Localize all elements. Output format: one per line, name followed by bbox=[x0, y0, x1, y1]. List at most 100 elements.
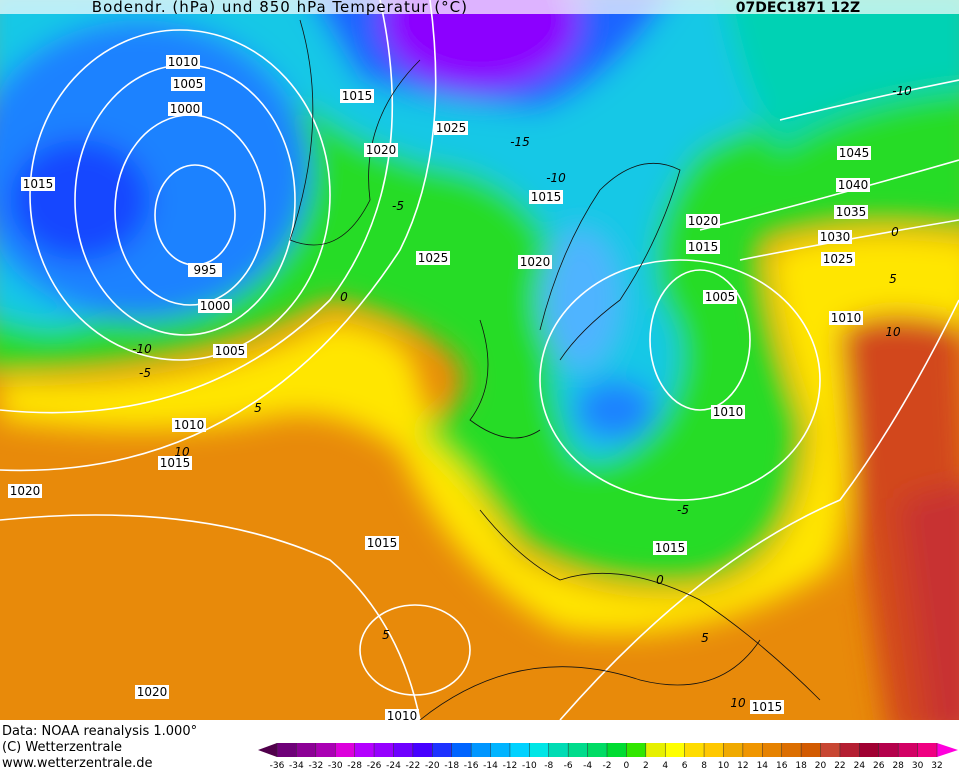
isobar-label: 1000 bbox=[200, 299, 231, 313]
title: Bodendr. (hPa) und 850 hPa Temperatur (°… bbox=[92, 0, 468, 16]
isobar-label-box bbox=[434, 121, 468, 135]
date: 07DEC1871 12Z bbox=[736, 0, 860, 16]
colorbar-swatch bbox=[548, 743, 569, 757]
colorbar-tick-label: 8 bbox=[701, 761, 707, 770]
colorbar-swatch bbox=[626, 743, 647, 757]
colorbar-tick-label: 4 bbox=[662, 761, 668, 770]
colorbar-swatch bbox=[451, 743, 472, 757]
colorbar-tick-label: 10 bbox=[718, 761, 730, 770]
colorbar-tick-label: -32 bbox=[308, 761, 323, 770]
colorbar-tick-label: -30 bbox=[328, 761, 343, 770]
isobar-label: 1010 bbox=[174, 418, 205, 432]
coastlines bbox=[289, 19, 821, 720]
temperature-label: 5 bbox=[701, 631, 709, 645]
colorbar-swatch bbox=[335, 743, 356, 757]
temperature-label: 10 bbox=[730, 696, 746, 710]
isobar-label: 1015 bbox=[752, 700, 783, 714]
isobar-label: 1015 bbox=[531, 190, 562, 204]
isobar-label: 1015 bbox=[367, 536, 398, 550]
temperature-label: 5 bbox=[254, 401, 262, 415]
isobar-label-box bbox=[703, 290, 737, 304]
isobar-label-box bbox=[711, 405, 745, 419]
isobar-label-box bbox=[750, 700, 784, 714]
isobar-label-box bbox=[340, 89, 374, 103]
isobar-label-box bbox=[198, 299, 232, 313]
temperature-label: 10 bbox=[174, 445, 190, 459]
isobar-label-box bbox=[834, 205, 868, 219]
colorbar-swatch bbox=[801, 743, 822, 757]
isobar-label: 1025 bbox=[418, 251, 449, 265]
colorbar-tick-label: 2 bbox=[643, 761, 649, 770]
colorbar-swatch bbox=[742, 743, 763, 757]
colorbar-tick-label: 32 bbox=[931, 761, 942, 770]
isobar-label-box bbox=[385, 709, 419, 723]
colorbar-swatch bbox=[587, 743, 608, 757]
colorbar-swatch bbox=[374, 743, 394, 757]
colorbar-tick-label: 0 bbox=[624, 761, 630, 770]
temperature-label: 5 bbox=[889, 272, 897, 286]
isobar-label-box bbox=[172, 418, 206, 432]
footer-line: (C) Wetterzentrale bbox=[2, 740, 122, 755]
footer-line: Data: NOAA reanalysis 1.000° bbox=[2, 724, 197, 739]
colorbar-tick-label: 20 bbox=[815, 761, 827, 770]
colorbar-tick-label: -14 bbox=[483, 761, 498, 770]
temperature-label: -10 bbox=[546, 171, 566, 185]
isobar-label-box bbox=[21, 177, 55, 191]
title-band bbox=[0, 0, 959, 14]
temperature-label: 0 bbox=[891, 225, 899, 239]
colorbar-swatch bbox=[839, 743, 860, 757]
colorbar-tick-label: -26 bbox=[367, 761, 382, 770]
temperature-label: -5 bbox=[677, 503, 689, 517]
isobar-label-box bbox=[364, 143, 398, 157]
isobar-label-box bbox=[158, 456, 192, 470]
colorbar-swatch bbox=[490, 743, 511, 757]
colorbar-tick-label: -6 bbox=[564, 761, 573, 770]
isobar-label: 1020 bbox=[10, 484, 41, 498]
colorbar-tick-label: 26 bbox=[873, 761, 885, 770]
colorbar-swatch bbox=[412, 743, 433, 757]
colorbar-tick-label: 16 bbox=[776, 761, 788, 770]
isobar-label-box bbox=[171, 77, 205, 91]
colorbar-swatch bbox=[529, 743, 550, 757]
isobar-label-box bbox=[135, 685, 169, 699]
colorbar-swatch bbox=[568, 743, 589, 757]
colorbar-swatch bbox=[315, 743, 336, 757]
colorbar-tick-label: 12 bbox=[737, 761, 748, 770]
isobar-label: 1010 bbox=[387, 709, 418, 723]
colorbar-tick-label: -16 bbox=[464, 761, 479, 770]
temperature-label: 0 bbox=[656, 573, 664, 587]
isobar-label-box bbox=[188, 263, 222, 277]
colorbar-tick-label: -24 bbox=[386, 761, 401, 770]
isobar-label-box bbox=[8, 484, 42, 498]
colorbar-arrow bbox=[258, 743, 277, 757]
colorbar-swatch bbox=[432, 743, 453, 757]
isobar-label: 1010 bbox=[168, 55, 199, 69]
colorbar-swatch bbox=[509, 743, 530, 757]
isobar-label: 1020 bbox=[137, 685, 168, 699]
isobar-label: 1010 bbox=[713, 405, 744, 419]
colorbar-swatch bbox=[471, 743, 492, 757]
isobar-label-box bbox=[686, 240, 720, 254]
colorbar-tick-label: -12 bbox=[503, 761, 518, 770]
colorbar-tick-label: -2 bbox=[603, 761, 612, 770]
colorbar-swatch bbox=[859, 743, 880, 757]
isobar-label-box bbox=[213, 344, 247, 358]
isobar-label: 1020 bbox=[366, 143, 397, 157]
isobar-label: 1015 bbox=[160, 456, 191, 470]
colorbar-swatch bbox=[277, 743, 297, 757]
colorbar-tick-label: -22 bbox=[406, 761, 421, 770]
isobar-label-box bbox=[837, 146, 871, 160]
isobar-label: 1015 bbox=[688, 240, 719, 254]
colorbar-tick-label: 28 bbox=[892, 761, 904, 770]
isobar-label: 1005 bbox=[705, 290, 736, 304]
colorbar-tick-label: -34 bbox=[289, 761, 304, 770]
isobar-label: 1035 bbox=[836, 205, 867, 219]
colorbar-swatch bbox=[607, 743, 627, 757]
footer-line: www.wetterzentrale.de bbox=[2, 756, 152, 770]
isobar-label: 1015 bbox=[23, 177, 54, 191]
colorbar-swatch bbox=[296, 743, 317, 757]
isobar-label-box bbox=[166, 55, 200, 69]
colorbar-swatch bbox=[917, 743, 938, 757]
isobar-label: 1015 bbox=[342, 89, 373, 103]
colorbar-swatch bbox=[684, 743, 705, 757]
